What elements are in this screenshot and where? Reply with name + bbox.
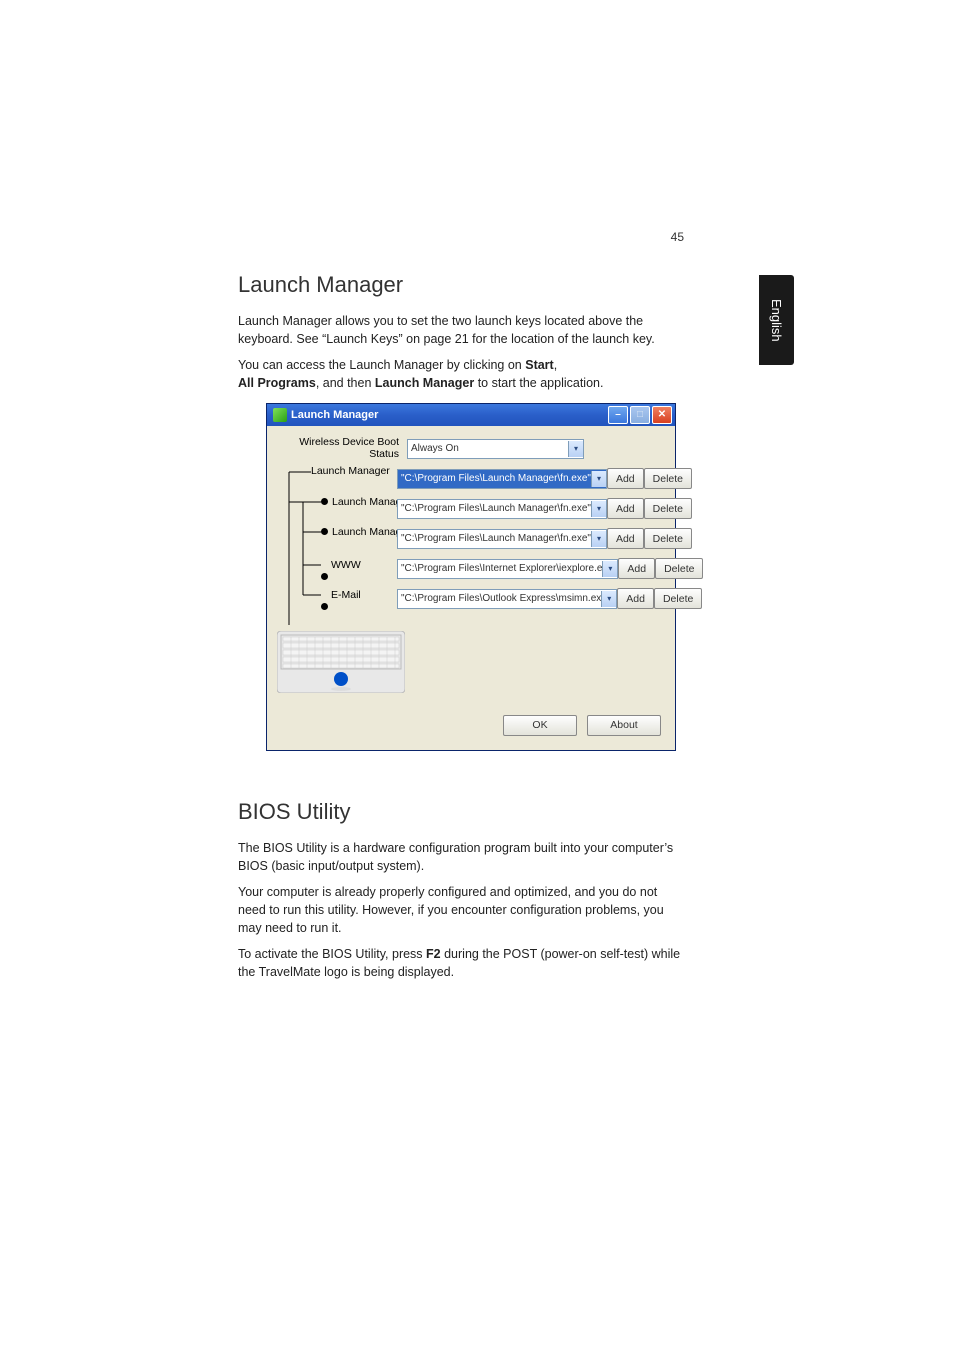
chevron-down-icon: ▾ — [591, 531, 606, 547]
program-path-select[interactable]: "C:\Program Files\Internet Explorer\iexp… — [397, 559, 618, 579]
launch-manager-access: You can access the Launch Manager by cli… — [238, 356, 683, 392]
chevron-down-icon: ▾ — [568, 441, 583, 457]
delete-button[interactable]: Delete — [644, 528, 692, 549]
text: You can access the Launch Manager by cli… — [238, 358, 525, 372]
text: to start the application. — [474, 376, 603, 390]
launch-manager-intro: Launch Manager allows you to set the two… — [238, 312, 683, 348]
tree-node[interactable]: Launch Manager — [311, 465, 390, 477]
close-button[interactable]: ✕ — [652, 406, 672, 424]
delete-button[interactable]: Delete — [644, 468, 692, 489]
bios-utility-heading: BIOS Utility — [238, 799, 683, 825]
program-path-select[interactable]: "C:\Program Files\Launch Manager\fn.exe"… — [397, 469, 607, 489]
launch-manager-heading: Launch Manager — [238, 272, 683, 298]
app-icon — [273, 408, 287, 422]
chevron-down-icon: ▾ — [601, 591, 616, 607]
tree-node-dot — [321, 602, 332, 611]
wireless-boot-status-value: Always On — [411, 443, 459, 454]
launch-row: "C:\Program Files\Outlook Express\msimn.… — [397, 586, 665, 612]
text: , — [554, 358, 557, 372]
minimize-button[interactable]: – — [608, 406, 628, 424]
window-title: Launch Manager — [291, 409, 378, 421]
titlebar: Launch Manager – □ ✕ — [267, 404, 675, 426]
bios-para-2: Your computer is already properly config… — [238, 883, 683, 937]
f2-key-label: F2 — [426, 947, 441, 961]
launch-manager-label: Launch Manager — [375, 376, 474, 390]
launch-key-tree: Launch Manager Launch Manager Launch Man… — [281, 470, 397, 625]
add-button[interactable]: Add — [618, 558, 655, 579]
wireless-boot-status-label: Wireless Device Boot Status — [277, 437, 407, 460]
page-number: 45 — [671, 230, 684, 244]
add-button[interactable]: Add — [607, 468, 644, 489]
program-path-select[interactable]: "C:\Program Files\Outlook Express\msimn.… — [397, 589, 617, 609]
start-label: Start — [525, 358, 553, 372]
language-tab: English — [759, 275, 794, 365]
text: , and then — [316, 376, 375, 390]
launch-row: "C:\Program Files\Launch Manager\fn.exe"… — [397, 526, 665, 552]
text: To activate the BIOS Utility, press — [238, 947, 426, 961]
chevron-down-icon: ▾ — [591, 501, 606, 517]
add-button[interactable]: Add — [617, 588, 654, 609]
delete-button[interactable]: Delete — [654, 588, 702, 609]
keyboard-graphic — [277, 631, 405, 693]
ok-button[interactable]: OK — [503, 715, 577, 736]
add-button[interactable]: Add — [607, 498, 644, 519]
launch-row: "C:\Program Files\Launch Manager\fn.exe"… — [397, 466, 665, 492]
delete-button[interactable]: Delete — [655, 558, 703, 579]
launch-row: "C:\Program Files\Internet Explorer\iexp… — [397, 556, 665, 582]
add-button[interactable]: Add — [607, 528, 644, 549]
wireless-boot-status-select[interactable]: Always On ▾ — [407, 439, 584, 459]
delete-button[interactable]: Delete — [644, 498, 692, 519]
tree-node[interactable]: E-Mail — [331, 589, 361, 601]
tree-node[interactable]: WWW — [331, 559, 361, 571]
launch-row: "C:\Program Files\Launch Manager\fn.exe"… — [397, 496, 665, 522]
launch-manager-dialog: Launch Manager – □ ✕ Wireless Device Boo… — [266, 403, 676, 751]
all-programs-label: All Programs — [238, 376, 316, 390]
about-button[interactable]: About — [587, 715, 661, 736]
bios-para-1: The BIOS Utility is a hardware configura… — [238, 839, 683, 875]
maximize-button[interactable]: □ — [630, 406, 650, 424]
program-path-select[interactable]: "C:\Program Files\Launch Manager\fn.exe"… — [397, 499, 607, 519]
bios-para-3: To activate the BIOS Utility, press F2 d… — [238, 945, 683, 981]
chevron-down-icon: ▾ — [591, 471, 606, 487]
tree-node-dot — [321, 572, 332, 581]
program-path-select[interactable]: "C:\Program Files\Launch Manager\fn.exe"… — [397, 529, 607, 549]
chevron-down-icon: ▾ — [602, 561, 617, 577]
